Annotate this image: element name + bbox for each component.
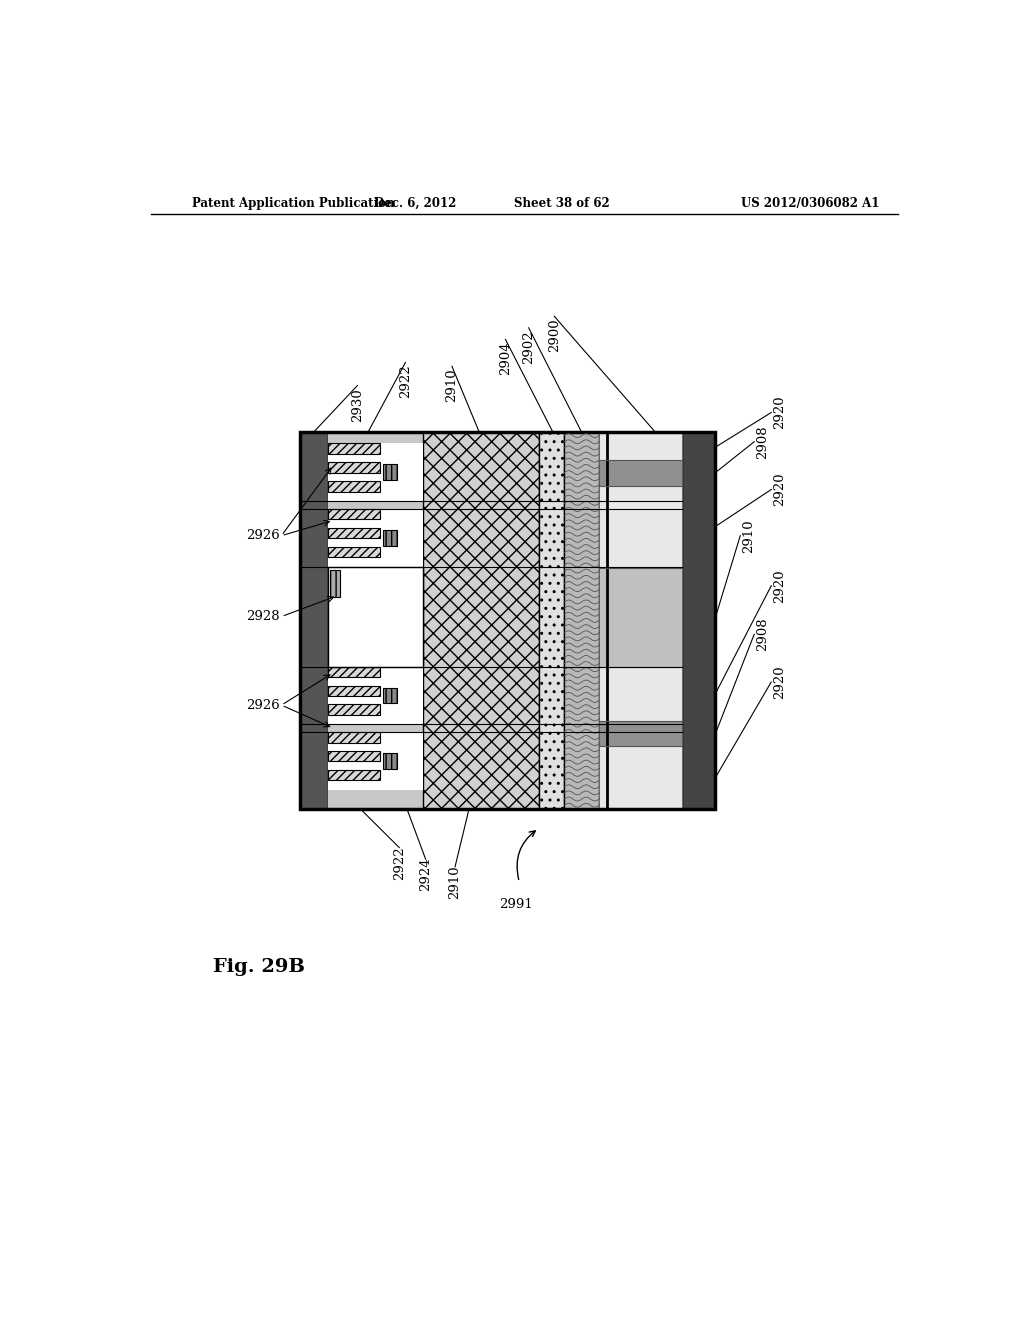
Text: 2924: 2924 bbox=[419, 858, 432, 891]
Bar bbox=[328, 733, 380, 743]
Text: 2910: 2910 bbox=[445, 368, 459, 403]
Text: 2930: 2930 bbox=[351, 388, 364, 421]
Bar bbox=[599, 432, 682, 461]
Bar bbox=[599, 667, 682, 721]
Bar bbox=[328, 685, 380, 696]
Text: Fig. 29B: Fig. 29B bbox=[213, 958, 305, 975]
Text: Patent Application Publication: Patent Application Publication bbox=[191, 197, 394, 210]
Bar bbox=[330, 570, 340, 598]
Bar bbox=[300, 432, 716, 809]
Text: 2926: 2926 bbox=[246, 529, 280, 543]
Text: 2904: 2904 bbox=[499, 342, 512, 375]
Text: 2920: 2920 bbox=[773, 473, 786, 507]
Bar bbox=[328, 733, 423, 789]
Text: Sheet 38 of 62: Sheet 38 of 62 bbox=[514, 197, 610, 210]
Bar bbox=[300, 432, 328, 809]
Text: 2922: 2922 bbox=[399, 364, 412, 399]
Bar bbox=[328, 444, 380, 454]
Text: 2926: 2926 bbox=[246, 698, 280, 711]
Text: 2908: 2908 bbox=[757, 618, 769, 651]
Bar bbox=[328, 667, 423, 725]
Bar bbox=[328, 462, 380, 473]
Text: US 2012/0306082 A1: US 2012/0306082 A1 bbox=[740, 197, 880, 210]
Bar bbox=[564, 432, 599, 809]
Bar bbox=[328, 751, 380, 762]
Bar bbox=[423, 432, 539, 809]
Bar bbox=[328, 705, 380, 715]
Text: 2920: 2920 bbox=[773, 665, 786, 698]
Text: 2920: 2920 bbox=[773, 569, 786, 602]
Bar bbox=[328, 528, 380, 539]
Text: 2920: 2920 bbox=[773, 396, 786, 429]
Bar bbox=[328, 667, 380, 677]
Bar bbox=[599, 721, 682, 746]
Bar bbox=[300, 432, 716, 809]
Bar bbox=[328, 508, 380, 519]
Bar bbox=[328, 770, 380, 780]
Bar bbox=[539, 432, 564, 809]
Text: 2922: 2922 bbox=[393, 846, 406, 879]
Bar bbox=[328, 508, 423, 566]
Bar bbox=[328, 480, 380, 491]
Text: 2900: 2900 bbox=[548, 318, 561, 352]
Bar bbox=[328, 546, 380, 557]
Bar bbox=[328, 432, 682, 809]
Bar bbox=[328, 566, 423, 667]
Bar bbox=[599, 746, 682, 809]
Bar bbox=[599, 568, 682, 667]
Text: 2910: 2910 bbox=[449, 866, 462, 899]
Bar bbox=[599, 461, 682, 486]
Text: 2902: 2902 bbox=[522, 330, 536, 364]
Text: 2910: 2910 bbox=[742, 519, 756, 553]
Bar bbox=[383, 688, 397, 704]
Text: Dec. 6, 2012: Dec. 6, 2012 bbox=[374, 197, 456, 210]
Bar bbox=[383, 529, 397, 545]
Text: 2908: 2908 bbox=[757, 425, 769, 458]
Bar bbox=[682, 432, 716, 809]
Bar bbox=[328, 444, 423, 502]
Text: 2928: 2928 bbox=[247, 610, 280, 623]
Bar bbox=[599, 486, 682, 568]
Bar bbox=[383, 752, 397, 768]
Bar bbox=[383, 465, 397, 480]
Text: 2991: 2991 bbox=[499, 898, 532, 911]
